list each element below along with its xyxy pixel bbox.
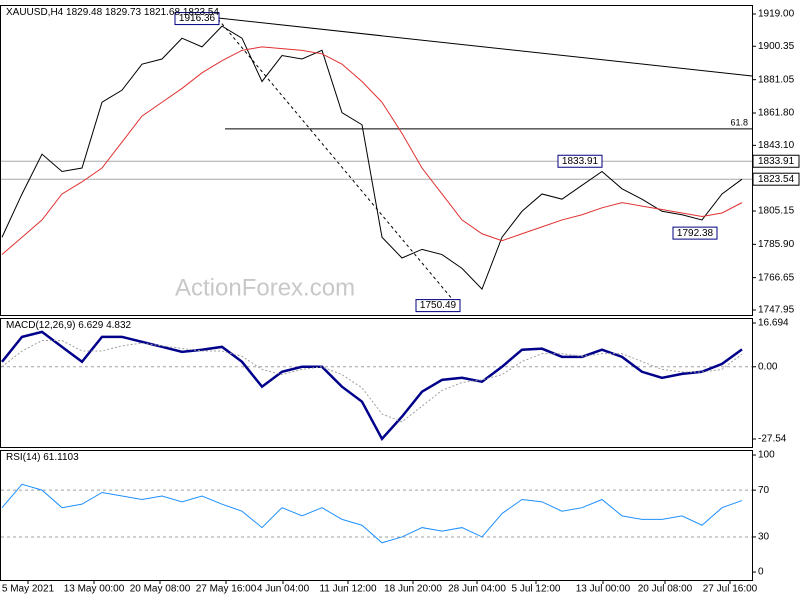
x-tick-label: 13 Jul 00:00 [576, 584, 631, 595]
annotation-label: 1792.38 [677, 228, 714, 239]
header-part: MACD(12,26,9) [6, 320, 75, 331]
header-part: RSI(14) [6, 452, 40, 463]
header-part: 4.832 [106, 320, 131, 331]
x-tick-label: 20 May 08:00 [130, 584, 191, 595]
y-tick-label: 1747.95 [758, 305, 795, 316]
y-tick-label: 1766.65 [758, 272, 795, 283]
annotation-box [174, 12, 220, 26]
y-tick-label: 70 [758, 485, 770, 496]
watermark: ActionForex.com [175, 274, 355, 301]
x-tick-label: 27 Jul 16:00 [703, 584, 758, 595]
panel-frame [0, 450, 753, 581]
y-tick-label: -27.54 [758, 434, 787, 445]
y-tick-label: 0 [758, 567, 764, 578]
price-box [752, 154, 800, 168]
header-part: 1823.54 [183, 7, 220, 18]
trend-line [217, 17, 753, 77]
y-tick-label: 1900.35 [758, 41, 795, 52]
panel-frame [0, 5, 753, 316]
x-tick-label: 13 May 00:00 [64, 584, 125, 595]
annotation-box [557, 154, 603, 168]
x-tick-label: 5 May 2021 [2, 584, 55, 595]
y-tick-label: 1861.80 [758, 108, 795, 119]
swing-line [217, 18, 459, 307]
annotation-label: 1916.36 [179, 13, 216, 24]
price-label: 1823.54 [758, 174, 795, 185]
y-tick-label: 30 [758, 532, 770, 543]
x-tick-label: 27 May 16:00 [196, 584, 257, 595]
annotation-box [672, 226, 718, 240]
panel-header: RSI(14) 61.1103 [6, 452, 79, 463]
header-part: 1829.73 [105, 7, 142, 18]
panel-frame [0, 318, 753, 448]
header-part: 6.629 [78, 320, 103, 331]
header-part: 1829.48 [66, 7, 103, 18]
annotation-box [415, 299, 461, 313]
x-tick-label: 28 Jun 04:00 [448, 584, 506, 595]
y-tick-label: 1919.00 [758, 9, 795, 20]
y-tick-label: 100 [758, 450, 775, 461]
y-tick-label: 1843.10 [758, 140, 795, 151]
price-box [752, 172, 800, 186]
annotation-label: 1750.49 [420, 300, 457, 311]
series-line [1, 340, 743, 423]
annotation-label: 1833.91 [562, 156, 599, 167]
x-tick-label: 20 Jul 08:00 [638, 584, 693, 595]
header-part: 61.1103 [43, 452, 79, 463]
x-tick-label: 18 Jun 20:00 [384, 584, 442, 595]
price-label: 1833.91 [758, 156, 795, 167]
panel-header: XAUUSD,H4 1829.48 1829.73 1821.68 1823.5… [6, 7, 219, 18]
y-tick-label: 1805.15 [758, 206, 795, 217]
y-tick-label: 16.694 [758, 318, 789, 329]
header-part: XAUUSD,H4 [6, 7, 64, 18]
x-tick-label: 5 Jul 12:00 [512, 584, 561, 595]
series-line [1, 483, 743, 544]
y-tick-label: 0.00 [758, 361, 778, 372]
header-part: 1821.68 [144, 7, 181, 18]
x-tick-label: 4 Jun 04:00 [257, 584, 310, 595]
x-tick-label: 11 Jun 12:00 [319, 584, 377, 595]
y-tick-label: 1785.90 [758, 239, 795, 250]
y-tick-label: 1881.05 [758, 74, 795, 85]
series-line [1, 46, 743, 255]
series-line [1, 330, 743, 442]
panel-header: MACD(12,26,9) 6.629 4.832 [6, 320, 132, 331]
series-line [1, 25, 743, 291]
fib-label: 61.8 [730, 117, 748, 127]
